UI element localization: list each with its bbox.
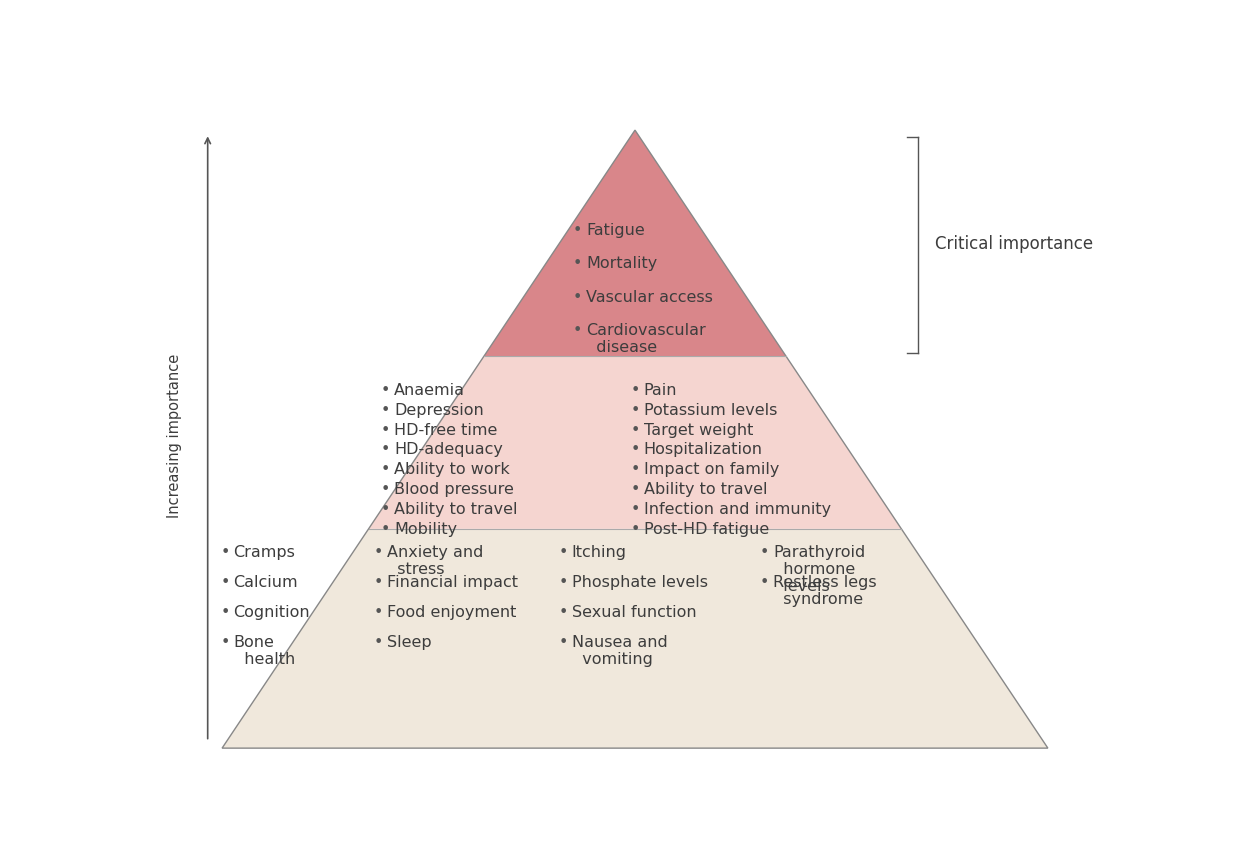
Text: •: • (221, 545, 229, 560)
Text: Restless legs
  syndrome: Restless legs syndrome (773, 576, 877, 608)
Text: Fatigue: Fatigue (586, 224, 644, 238)
Text: •: • (631, 502, 639, 517)
Text: Sexual function: Sexual function (571, 605, 696, 620)
Text: •: • (559, 605, 567, 620)
Text: Bone
  health: Bone health (234, 635, 295, 667)
Text: Vascular access: Vascular access (586, 290, 712, 305)
Text: •: • (374, 605, 383, 620)
Text: Post-HD fatigue: Post-HD fatigue (643, 522, 769, 537)
Text: •: • (380, 423, 390, 438)
Text: Calcium: Calcium (234, 576, 299, 590)
Text: •: • (374, 576, 383, 590)
Text: •: • (631, 443, 639, 457)
Text: •: • (221, 635, 229, 650)
Text: •: • (380, 502, 390, 517)
Text: •: • (631, 482, 639, 497)
Text: •: • (380, 482, 390, 497)
Text: Parathyroid
  hormone
  levels: Parathyroid hormone levels (773, 545, 866, 594)
Text: •: • (380, 382, 390, 398)
Text: Depression: Depression (394, 403, 483, 418)
Text: •: • (631, 403, 639, 418)
Text: Cognition: Cognition (234, 605, 310, 620)
Text: •: • (559, 635, 567, 650)
Text: Mortality: Mortality (586, 256, 657, 271)
Text: Increasing importance: Increasing importance (166, 354, 182, 518)
Text: Financial impact: Financial impact (388, 576, 518, 590)
Text: Impact on family: Impact on family (643, 463, 779, 477)
Text: Sleep: Sleep (388, 635, 432, 650)
Text: HD-adequacy: HD-adequacy (394, 443, 503, 457)
Text: •: • (631, 423, 639, 438)
Text: •: • (221, 576, 229, 590)
Text: •: • (572, 290, 582, 305)
Text: HD-free time: HD-free time (394, 423, 497, 438)
Text: •: • (631, 522, 639, 537)
Text: Itching: Itching (571, 545, 627, 560)
Text: •: • (380, 403, 390, 418)
Text: Nausea and
  vomiting: Nausea and vomiting (571, 635, 668, 667)
Text: Mobility: Mobility (394, 522, 457, 537)
Text: •: • (221, 605, 229, 620)
Text: •: • (380, 522, 390, 537)
Text: Pain: Pain (643, 382, 678, 398)
Text: Potassium levels: Potassium levels (643, 403, 777, 418)
Text: •: • (380, 443, 390, 457)
Text: Cramps: Cramps (234, 545, 295, 560)
Text: •: • (631, 382, 639, 398)
Text: •: • (760, 545, 769, 560)
Text: •: • (572, 323, 582, 337)
Polygon shape (369, 356, 902, 529)
Text: •: • (374, 545, 383, 560)
Text: Hospitalization: Hospitalization (643, 443, 763, 457)
Text: Ability to travel: Ability to travel (643, 482, 767, 497)
Text: Blood pressure: Blood pressure (394, 482, 514, 497)
Text: •: • (572, 256, 582, 271)
Polygon shape (484, 130, 786, 356)
Text: Anaemia: Anaemia (394, 382, 465, 398)
Text: Ability to work: Ability to work (394, 463, 509, 477)
Polygon shape (222, 529, 1048, 748)
Text: Critical importance: Critical importance (934, 236, 1093, 254)
Text: Food enjoyment: Food enjoyment (388, 605, 517, 620)
Text: •: • (760, 576, 769, 590)
Text: •: • (559, 576, 567, 590)
Text: Target weight: Target weight (643, 423, 753, 438)
Text: •: • (380, 463, 390, 477)
Text: •: • (631, 463, 639, 477)
Text: Phosphate levels: Phosphate levels (571, 576, 707, 590)
Text: Ability to travel: Ability to travel (394, 502, 518, 517)
Text: Infection and immunity: Infection and immunity (643, 502, 831, 517)
Text: •: • (572, 224, 582, 238)
Text: Cardiovascular
  disease: Cardiovascular disease (586, 323, 706, 355)
Text: •: • (374, 635, 383, 650)
Text: •: • (559, 545, 567, 560)
Text: Anxiety and
  stress: Anxiety and stress (388, 545, 483, 577)
